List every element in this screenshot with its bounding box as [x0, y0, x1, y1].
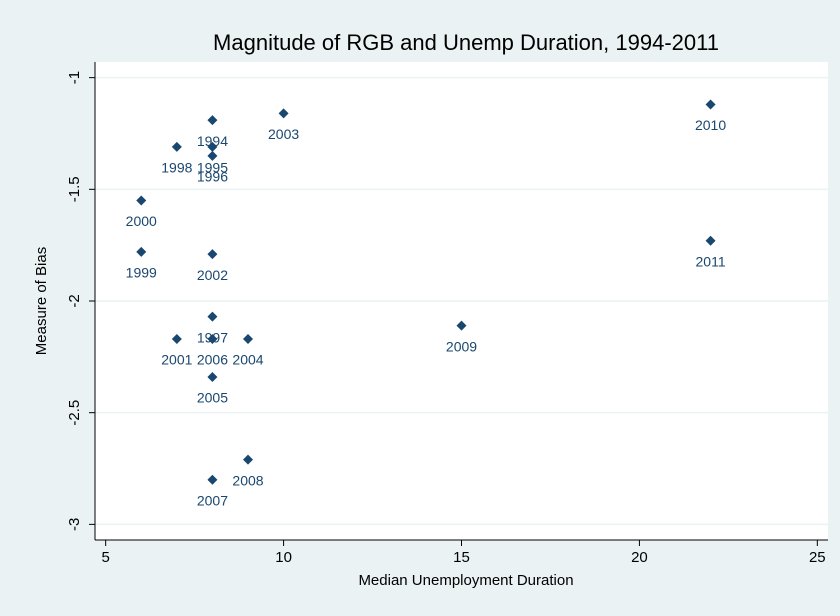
- point: [136, 246, 147, 257]
- point: [171, 333, 182, 344]
- point: [243, 333, 254, 344]
- point-label: 2000: [126, 213, 157, 229]
- chart-title: Magnitude of RGB and Unemp Duration, 199…: [213, 30, 719, 55]
- point-label: 1996: [197, 169, 228, 185]
- point: [705, 99, 716, 110]
- x-tick-label: 10: [275, 549, 292, 566]
- x-tick-label: 20: [631, 549, 648, 566]
- point: [705, 235, 716, 246]
- x-tick-label: 15: [453, 549, 470, 566]
- point: [278, 108, 289, 119]
- y-tick-label: -2.5: [66, 400, 83, 426]
- point: [207, 249, 218, 260]
- point-label: 2003: [268, 126, 299, 142]
- y-axis-label: Measure of Bias: [33, 247, 50, 355]
- point: [207, 311, 218, 322]
- point-label: 2008: [232, 472, 263, 488]
- point-label: 2005: [197, 390, 228, 406]
- point: [207, 115, 218, 126]
- y-tick-label: -1: [66, 71, 83, 84]
- point-label: 1995: [197, 160, 228, 176]
- point: [207, 150, 218, 161]
- point-label: 2006: [197, 352, 228, 368]
- x-axis-label: Median Unemployment Duration: [358, 572, 573, 589]
- point: [207, 141, 218, 152]
- point-label: 1994: [197, 133, 228, 149]
- point: [171, 141, 182, 152]
- point: [207, 333, 218, 344]
- point-label: 2010: [695, 117, 726, 133]
- point-label: 2009: [446, 338, 477, 354]
- point-label: 2004: [232, 352, 263, 368]
- point: [207, 474, 218, 485]
- point-label: 2001: [161, 352, 192, 368]
- point: [207, 371, 218, 382]
- x-tick-label: 5: [102, 549, 110, 566]
- y-tick-label: -3: [66, 518, 83, 531]
- x-tick-label: 25: [809, 549, 826, 566]
- point: [243, 454, 254, 465]
- point: [456, 320, 467, 331]
- y-tick-label: -1.5: [66, 176, 83, 202]
- point-label: 2007: [197, 492, 228, 508]
- point: [136, 195, 147, 206]
- point-label: 2011: [696, 253, 726, 269]
- point-label: 1998: [161, 160, 192, 176]
- point-label: 1999: [126, 265, 157, 281]
- point-label: 2002: [197, 267, 228, 283]
- y-tick-label: -2: [66, 294, 83, 307]
